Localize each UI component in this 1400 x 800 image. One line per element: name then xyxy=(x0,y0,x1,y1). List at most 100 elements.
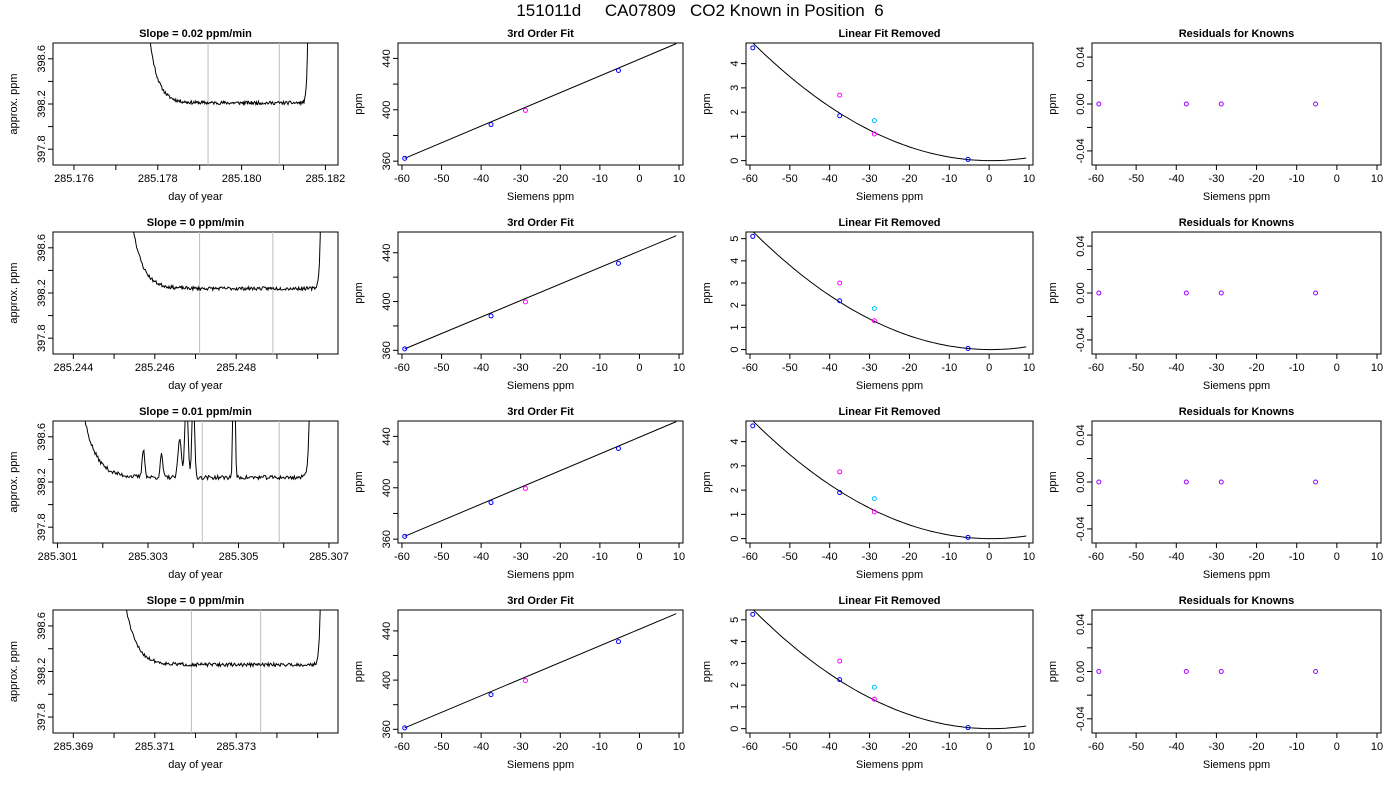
plot-area xyxy=(84,421,310,543)
x-tick-label: 10 xyxy=(673,362,685,374)
plot-area xyxy=(752,610,1027,730)
plot-frame xyxy=(1091,609,1382,734)
x-tick-label: 10 xyxy=(1023,741,1035,753)
data-point xyxy=(871,306,877,312)
data-point xyxy=(871,118,877,124)
plot-frame xyxy=(52,231,339,355)
x-tick-label: -20 xyxy=(901,362,917,374)
data-point xyxy=(522,107,528,113)
data-point xyxy=(1218,669,1224,674)
fit-line xyxy=(404,43,677,159)
chart-title: 3rd Order Fit xyxy=(507,217,574,229)
y-tick-label: 0 xyxy=(729,158,741,164)
y-tick-label: 3 xyxy=(729,85,741,91)
y-tick-label: 398.2 xyxy=(36,468,48,496)
chart-panel-r1-c3: Linear Fit Removed -60 -50 -40 -30 -20 -10 0 10 0… xyxy=(701,28,1035,203)
chart-panel-r2-c3: Linear Fit Removed -60 -50 -40 -30 -20 -10 0 10 0… xyxy=(701,217,1035,392)
data-point xyxy=(965,725,971,731)
data-point xyxy=(837,92,843,98)
x-tick-label: 10 xyxy=(673,173,685,185)
x-tick-label: -30 xyxy=(1208,551,1224,563)
data-point xyxy=(750,233,756,239)
x-tick-label: 10 xyxy=(1371,362,1383,374)
chart-title: Linear Fit Removed xyxy=(838,28,940,40)
x-tick-label: 10 xyxy=(1023,551,1035,563)
chart-title: Slope = 0 ppm/min xyxy=(147,217,245,229)
x-tick-label: 285.182 xyxy=(306,173,346,185)
y-tick-label: 440 xyxy=(381,49,393,67)
chart-panel-r3-c4: Residuals for Knowns -60 -50 -40 -30 -20 -10 0 1… xyxy=(1047,406,1383,581)
x-tick-label: -30 xyxy=(513,362,529,374)
plot-frame xyxy=(397,609,684,734)
x-tick-label: -20 xyxy=(1249,173,1265,185)
x-tick-label: -30 xyxy=(1208,362,1224,374)
chart-title: 3rd Order Fit xyxy=(507,406,574,418)
y-tick-label: 2 xyxy=(729,302,741,308)
x-tick-label: -10 xyxy=(941,362,957,374)
y-tick-label: 3 xyxy=(729,463,741,469)
y-tick-label: 400 xyxy=(381,101,393,119)
x-tick-label: -20 xyxy=(552,741,568,753)
y-tick-label: 4 xyxy=(729,258,741,264)
y-tick-label: 360 xyxy=(381,341,393,359)
y-tick-label: -0.04 xyxy=(1075,138,1087,163)
data-point xyxy=(1313,290,1319,296)
data-point xyxy=(1218,479,1224,485)
data-point xyxy=(1183,669,1189,674)
y-tick-label: 398.2 xyxy=(36,90,48,118)
x-tick-label: -60 xyxy=(394,362,410,374)
y-axis-label: approx. ppm xyxy=(8,451,20,512)
x-tick-label: 285.301 xyxy=(38,551,78,563)
x-tick-label: -40 xyxy=(1168,741,1184,753)
y-tick-label: 360 xyxy=(381,530,393,548)
y-tick-label: 397.8 xyxy=(36,513,48,541)
x-tick-label: -30 xyxy=(862,173,878,185)
y-tick-label: 1 xyxy=(729,704,741,710)
plot-frame xyxy=(52,420,339,544)
y-tick-label: 0.00 xyxy=(1075,661,1087,682)
data-point xyxy=(750,45,756,51)
chart-panel-r4-c4: Residuals for Knowns -60 -50 -40 -30 -20 -10 0 1… xyxy=(1047,595,1383,771)
plot-frame xyxy=(1091,231,1382,355)
x-tick-label: -50 xyxy=(1128,173,1144,185)
x-tick-label: 285.303 xyxy=(128,551,168,563)
x-tick-label: 285.248 xyxy=(216,362,256,374)
x-axis-label: Siemens ppm xyxy=(1203,759,1270,771)
x-axis-label: Siemens ppm xyxy=(1203,380,1270,392)
x-tick-label: -40 xyxy=(1168,362,1184,374)
data-point xyxy=(837,677,843,683)
plot-frame xyxy=(1091,42,1382,166)
x-tick-label: -10 xyxy=(592,741,608,753)
y-tick-label: 360 xyxy=(381,152,393,170)
y-tick-label: 4 xyxy=(729,639,741,645)
x-axis-label: Siemens ppm xyxy=(1203,569,1270,581)
x-tick-label: -10 xyxy=(1289,551,1305,563)
y-tick-label: 3 xyxy=(729,280,741,286)
y-tick-label: 398.6 xyxy=(36,612,48,640)
x-tick-label: 285.369 xyxy=(53,741,93,753)
x-tick-label: -30 xyxy=(1208,173,1224,185)
x-tick-label: -30 xyxy=(862,551,878,563)
x-tick-label: -50 xyxy=(434,741,450,753)
chart-title: Linear Fit Removed xyxy=(838,595,940,607)
data-point xyxy=(402,155,408,161)
x-tick-label: -50 xyxy=(434,551,450,563)
x-tick-label: 0 xyxy=(1334,551,1340,563)
y-tick-label: 398.6 xyxy=(36,423,48,451)
x-tick-label: 285.244 xyxy=(53,362,93,374)
x-tick-label: -50 xyxy=(1128,362,1144,374)
x-tick-label: 285.307 xyxy=(309,551,349,563)
y-tick-label: -0.04 xyxy=(1075,327,1087,352)
chart-panel-r3-c3: Linear Fit Removed -60 -50 -40 -30 -20 -10 0 10 0… xyxy=(701,406,1035,581)
data-point xyxy=(837,298,843,304)
y-tick-label: 1 xyxy=(729,324,741,330)
x-tick-label: -10 xyxy=(592,173,608,185)
x-tick-label: -40 xyxy=(822,741,838,753)
fit-curve xyxy=(752,421,1027,540)
data-point xyxy=(837,490,843,496)
y-tick-label: 0.00 xyxy=(1075,471,1087,492)
x-tick-label: -60 xyxy=(742,362,758,374)
chart-title: 3rd Order Fit xyxy=(507,595,574,607)
y-tick-label: 0.00 xyxy=(1075,282,1087,303)
